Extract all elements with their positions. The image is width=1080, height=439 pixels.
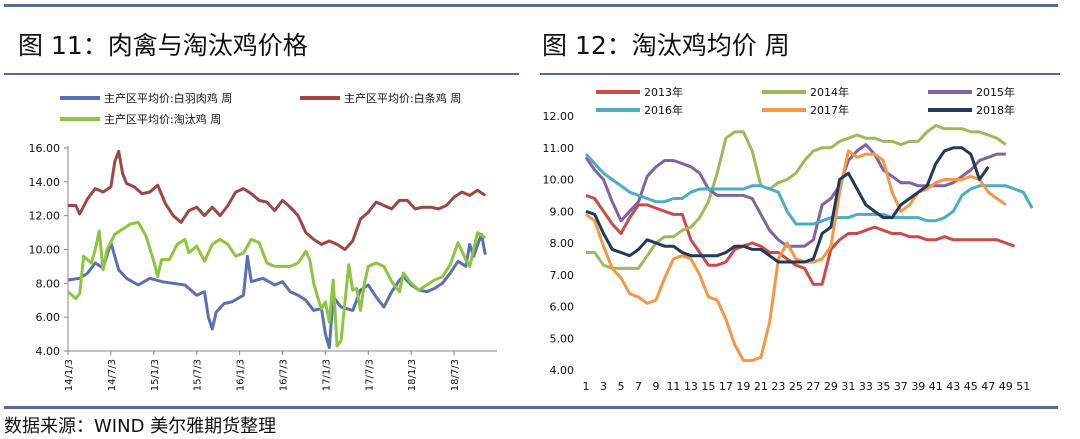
x-tick-label: 17 <box>719 380 733 393</box>
x-tick-label: 37 <box>894 380 908 393</box>
figure-12-title: 图 12：淘汰鸡均价 周 <box>542 31 790 60</box>
y-tick-label: 16.00 <box>29 142 61 155</box>
x-tick-label: 1 <box>583 380 590 393</box>
x-tick-label: 16/1/3 <box>236 359 247 391</box>
legend-label-1: 2014年 <box>810 85 849 99</box>
legend-label-0: 2013年 <box>644 85 683 99</box>
top-rule <box>4 4 1058 7</box>
x-tick-label: 27 <box>806 380 820 393</box>
y-tick-label: 14.00 <box>29 176 61 189</box>
series-line-2015 <box>584 143 1006 248</box>
x-tick-label: 17/7/3 <box>364 359 375 391</box>
x-tick-label: 15/7/3 <box>193 359 204 391</box>
x-tick-label: 29 <box>824 380 838 393</box>
x-tick-label: 11 <box>666 380 680 393</box>
x-tick-label: 25 <box>789 380 803 393</box>
legend-label-5: 2018年 <box>976 103 1015 117</box>
legend-label-2: 主产区平均价:淘汰鸡 周 <box>104 112 221 126</box>
y-tick-label: 10.00 <box>29 244 61 257</box>
x-tick-label: 31 <box>841 380 855 393</box>
x-tick-label: 14/1/3 <box>64 359 75 391</box>
x-tick-label: 45 <box>964 380 978 393</box>
figure-12-chart: 4.00 5.00 6.00 7.00 8.00 9.00 10.00 11.00 12.00 1… <box>543 85 1034 393</box>
legend-label-3: 2016年 <box>644 103 683 117</box>
x-tick-label: 21 <box>754 380 768 393</box>
x-tick-label: 9 <box>652 380 659 393</box>
y-tick-label: 12.00 <box>29 210 61 223</box>
x-tick-label: 41 <box>929 380 943 393</box>
x-tick-label: 23 <box>771 380 785 393</box>
x-tick-label: 7 <box>635 380 642 393</box>
y-tick-label: 5.00 <box>550 332 575 345</box>
y-tick-label: 8.00 <box>550 237 575 250</box>
x-tick-label: 15/1/3 <box>150 359 161 391</box>
series-line-2017 <box>585 149 1007 362</box>
series-line-0 <box>67 232 487 350</box>
figure-11-chart: 4.00 6.00 8.00 10.00 12.00 14.00 16.00 14/1/3 14… <box>29 91 497 391</box>
x-tick-label: 16/7/3 <box>279 359 290 391</box>
y-tick-label: 7.00 <box>550 269 575 282</box>
y-tick-label: 8.00 <box>36 277 61 290</box>
figure-12-rule <box>540 73 1060 75</box>
x-tick-label: 17/1/3 <box>321 359 332 391</box>
series-line-1 <box>68 149 487 251</box>
series-line-2 <box>67 220 487 348</box>
x-tick-label: 47 <box>981 380 995 393</box>
x-tick-label: 15 <box>701 380 715 393</box>
legend-label-0: 主产区平均价:白羽肉鸡 周 <box>104 91 232 105</box>
x-tick-label: 39 <box>911 380 925 393</box>
figure-11-title: 图 11：肉禽与淘汰鸡价格 <box>18 31 308 60</box>
x-tick-label: 18/1/3 <box>407 359 418 391</box>
x-tick-label: 49 <box>999 380 1013 393</box>
x-tick-label: 14/7/3 <box>107 359 118 391</box>
legend-label-4: 2017年 <box>810 103 849 117</box>
y-tick-label: 6.00 <box>36 311 61 324</box>
x-tick-label: 35 <box>876 380 890 393</box>
figure-11-rule <box>4 73 519 75</box>
series-line-2018 <box>585 146 990 264</box>
x-tick-label: 5 <box>617 380 624 393</box>
x-tick-label: 3 <box>600 380 607 393</box>
x-tick-label: 18/7/3 <box>450 359 461 391</box>
x-tick-label: 33 <box>859 380 873 393</box>
bottom-rule <box>4 406 1058 409</box>
x-tick-label: 51 <box>1016 380 1030 393</box>
x-tick-label: 19 <box>736 380 750 393</box>
y-tick-label: 12.00 <box>543 110 575 123</box>
y-tick-label: 9.00 <box>550 205 575 218</box>
x-tick-label: 13 <box>684 380 698 393</box>
legend-label-2: 2015年 <box>976 85 1015 99</box>
y-tick-label: 11.00 <box>543 142 575 155</box>
source-note: 数据来源：WIND 美尔雅期货整理 <box>4 416 277 437</box>
legend-label-1: 主产区平均价:白条鸡 周 <box>344 91 461 105</box>
y-tick-label: 6.00 <box>550 301 575 314</box>
x-tick-label: 43 <box>946 380 960 393</box>
series-line-2013 <box>585 193 1016 286</box>
y-tick-label: 4.00 <box>36 345 61 358</box>
y-tick-label: 4.00 <box>550 364 575 377</box>
series-line-2016 <box>584 153 1034 226</box>
y-tick-label: 10.00 <box>543 174 575 187</box>
